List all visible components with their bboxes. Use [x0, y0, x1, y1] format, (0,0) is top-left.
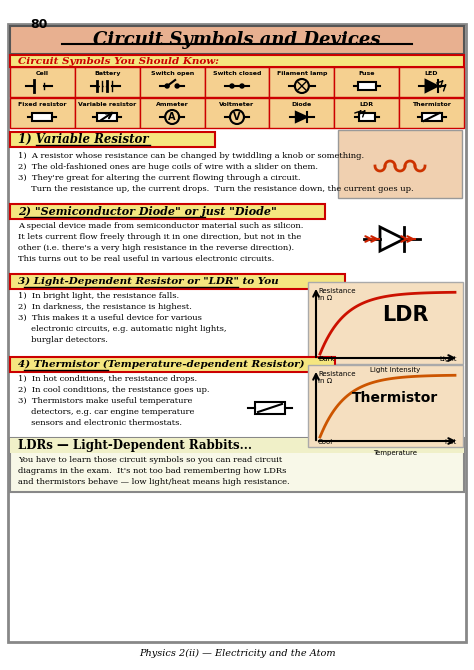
Bar — [10, 204, 325, 219]
Circle shape — [175, 84, 179, 88]
Text: Physics 2(ii) — Electricity and the Atom: Physics 2(ii) — Electricity and the Atom — [139, 649, 335, 658]
Bar — [334, 67, 399, 97]
Bar — [269, 67, 334, 97]
Bar — [205, 98, 269, 128]
Bar — [32, 113, 53, 121]
Bar — [399, 67, 464, 97]
Text: Voltmeter: Voltmeter — [219, 102, 255, 107]
Text: 1)  In bright light, the resistance falls.: 1) In bright light, the resistance falls… — [18, 292, 179, 300]
Text: Variable resistor: Variable resistor — [78, 102, 137, 107]
Text: 4) Thermistor (Temperature-dependent Resistor): 4) Thermistor (Temperature-dependent Res… — [18, 360, 304, 369]
Text: You have to learn those circuit symbols so you can read circuit: You have to learn those circuit symbols … — [18, 456, 282, 464]
Bar — [421, 113, 442, 121]
Text: Dark: Dark — [318, 356, 335, 362]
Bar — [308, 282, 463, 364]
Bar — [255, 402, 285, 414]
Bar — [359, 113, 375, 121]
Bar — [10, 438, 464, 453]
Bar — [75, 98, 140, 128]
Bar — [10, 55, 464, 67]
Bar — [10, 274, 345, 289]
Bar — [10, 26, 464, 54]
Text: V: V — [233, 112, 241, 122]
Text: diagrams in the exam.  It's not too bad remembering how LDRs: diagrams in the exam. It's not too bad r… — [18, 467, 286, 475]
Text: Fixed resistor: Fixed resistor — [18, 102, 67, 107]
Text: It lets current flow freely through it in one direction, but not in the: It lets current flow freely through it i… — [18, 233, 301, 241]
Bar — [10, 67, 75, 97]
Bar — [358, 82, 376, 90]
Text: Thermistor: Thermistor — [412, 102, 451, 107]
Text: Resistance
in Ω: Resistance in Ω — [318, 288, 356, 301]
Text: 2)  In cool conditions, the resistance goes up.: 2) In cool conditions, the resistance go… — [18, 386, 210, 394]
Text: Thermistor: Thermistor — [352, 391, 438, 405]
Bar — [97, 113, 117, 121]
Text: Fuse: Fuse — [358, 71, 375, 76]
Text: Switch open: Switch open — [151, 71, 194, 76]
Text: 3)  They're great for altering the current flowing through a circuit.: 3) They're great for altering the curren… — [18, 174, 301, 182]
Text: 2)  The old-fashioned ones are huge coils of wire with a slider on them.: 2) The old-fashioned ones are huge coils… — [18, 163, 318, 171]
Circle shape — [240, 84, 244, 88]
Bar — [140, 98, 205, 128]
Bar — [338, 130, 462, 198]
Text: 1)  In hot conditions, the resistance drops.: 1) In hot conditions, the resistance dro… — [18, 375, 197, 383]
Text: A: A — [168, 112, 176, 122]
Text: electronic circuits, e.g. automatic night lights,: electronic circuits, e.g. automatic nigh… — [18, 325, 227, 333]
Text: 80: 80 — [30, 18, 47, 31]
Text: Switch closed: Switch closed — [213, 71, 261, 76]
Text: LDR: LDR — [382, 305, 429, 325]
Bar — [140, 67, 205, 97]
Bar — [334, 98, 399, 128]
Text: and thermistors behave — low light/heat means high resistance.: and thermistors behave — low light/heat … — [18, 478, 290, 486]
Text: detectors, e.g. car engine temperature: detectors, e.g. car engine temperature — [18, 408, 194, 416]
Text: 2) "Semiconductor Diode" or just "Diode": 2) "Semiconductor Diode" or just "Diode" — [18, 206, 277, 217]
Text: This turns out to be real useful in various electronic circuits.: This turns out to be real useful in vari… — [18, 255, 274, 263]
Text: sensors and electronic thermostats.: sensors and electronic thermostats. — [18, 419, 182, 427]
Text: other (i.e. there's a very high resistance in the reverse direction).: other (i.e. there's a very high resistan… — [18, 244, 294, 252]
Circle shape — [230, 84, 234, 88]
Text: Circuit Symbols and Devices: Circuit Symbols and Devices — [93, 31, 381, 49]
Text: Temperature: Temperature — [374, 450, 418, 456]
Text: Hot: Hot — [445, 439, 457, 445]
Text: 3)  Thermistors make useful temperature: 3) Thermistors make useful temperature — [18, 397, 192, 405]
Bar — [308, 365, 463, 447]
Text: Light: Light — [439, 356, 457, 362]
Bar — [10, 132, 215, 147]
Polygon shape — [296, 112, 307, 122]
Bar — [399, 98, 464, 128]
Text: A special device made from semiconductor material such as silicon.: A special device made from semiconductor… — [18, 222, 303, 230]
Text: Cell: Cell — [36, 71, 49, 76]
Text: Resistance
in Ω: Resistance in Ω — [318, 371, 356, 384]
Text: 3)  This makes it a useful device for various: 3) This makes it a useful device for var… — [18, 314, 202, 322]
Text: Cool: Cool — [318, 439, 333, 445]
Text: Ammeter: Ammeter — [156, 102, 189, 107]
Text: 2)  In darkness, the resistance is highest.: 2) In darkness, the resistance is highes… — [18, 303, 192, 311]
Text: Circuit Symbols You Should Know:: Circuit Symbols You Should Know: — [18, 56, 219, 66]
Text: 1) Variable Resistor: 1) Variable Resistor — [18, 133, 149, 146]
Text: Diode: Diode — [292, 102, 312, 107]
Bar — [269, 98, 334, 128]
Text: 3) Light-Dependent Resistor or "LDR" to You: 3) Light-Dependent Resistor or "LDR" to … — [18, 277, 279, 286]
Text: Light Intensity: Light Intensity — [370, 367, 420, 373]
Bar — [10, 98, 75, 128]
Circle shape — [165, 84, 169, 88]
Bar — [75, 67, 140, 97]
Bar — [10, 357, 335, 372]
Text: Filament lamp: Filament lamp — [277, 71, 327, 76]
Text: Battery: Battery — [94, 71, 120, 76]
Text: 1)  A resistor whose resistance can be changed by twiddling a knob or something.: 1) A resistor whose resistance can be ch… — [18, 152, 364, 160]
Text: burglar detectors.: burglar detectors. — [18, 336, 108, 344]
Text: LDR: LDR — [360, 102, 374, 107]
Bar — [10, 438, 464, 492]
Text: LDRs — Light-Dependent Rabbits...: LDRs — Light-Dependent Rabbits... — [18, 439, 252, 452]
Bar — [205, 67, 269, 97]
Text: LED: LED — [425, 71, 438, 76]
Text: Turn the resistance up, the current drops.  Turn the resistance down, the curren: Turn the resistance up, the current drop… — [18, 185, 414, 193]
Polygon shape — [426, 80, 438, 92]
